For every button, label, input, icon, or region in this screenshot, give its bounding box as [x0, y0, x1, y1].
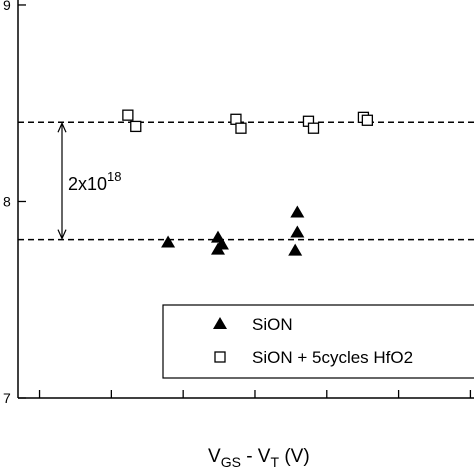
arrow-head	[57, 121, 67, 133]
y-tick-label: 8	[3, 193, 11, 209]
x-label-part: - V	[241, 446, 271, 467]
square-marker	[235, 122, 247, 134]
x-label-sub: T	[270, 454, 279, 470]
triangle-marker	[214, 237, 229, 250]
legend-label: SiON	[252, 315, 293, 334]
x-label-part: V	[208, 446, 221, 467]
legend-box	[162, 304, 474, 379]
annotation-sup: 18	[107, 169, 121, 184]
annotation-text: 2x10	[68, 174, 107, 194]
y-tick-label: 7	[3, 390, 11, 406]
legend-label: SiON + 5cycles HfO2	[252, 348, 413, 367]
x-label-part: (V)	[279, 446, 310, 467]
arrow-head	[57, 229, 67, 241]
legend-marker	[213, 317, 227, 329]
triangle-marker	[290, 205, 305, 218]
annotation: 2x1018	[68, 169, 122, 194]
legend-marker	[214, 351, 226, 363]
square-marker	[361, 114, 374, 126]
triangle-marker	[161, 235, 176, 248]
square-marker	[130, 120, 142, 133]
x-label-sub: GS	[221, 454, 241, 470]
triangle-marker	[290, 225, 305, 238]
square-marker	[122, 109, 134, 121]
x-axis-label: VGS - VT (V)	[208, 446, 310, 470]
square-marker	[307, 122, 320, 134]
triangle-marker	[288, 243, 303, 256]
y-tick-label: 9	[3, 0, 11, 13]
